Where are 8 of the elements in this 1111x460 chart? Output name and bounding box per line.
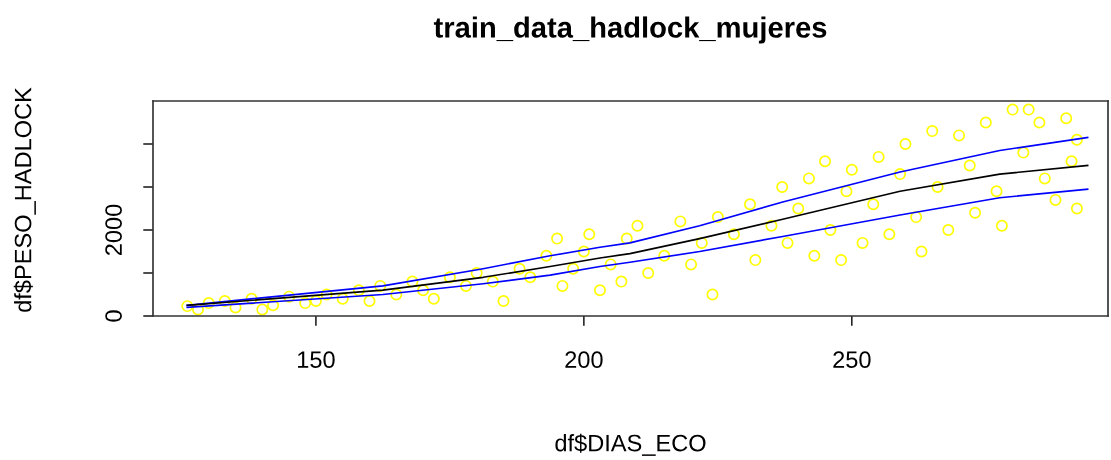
y-tick-label: 0 <box>105 310 122 322</box>
y-axis-title: df$PESO_HADLOCK <box>13 87 36 312</box>
chart-title: train_data_hadlock_mujeres <box>433 16 827 44</box>
y-tick-label: 2000 <box>105 204 122 256</box>
x-tick-label: 150 <box>298 351 335 369</box>
x-tick-label: 200 <box>565 351 603 369</box>
x-tick-label: 250 <box>833 351 871 369</box>
x-axis-title: df$DIAS_ECO <box>555 433 706 456</box>
